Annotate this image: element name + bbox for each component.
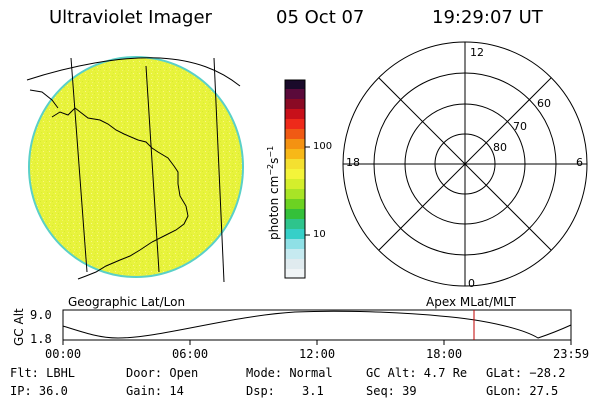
time-tick-1800: 18:00 — [426, 347, 463, 361]
altitude-min-label: 1.8 — [30, 332, 52, 346]
mode-status: Mode: Normal — [246, 366, 333, 380]
colorbar — [284, 79, 310, 279]
altitude-axis-label: GC Alt — [12, 308, 26, 346]
dsp-value: 3.1 — [302, 384, 324, 398]
colorbar-tick-10: 10 — [313, 229, 326, 240]
apex-label: Apex MLat/MLT — [426, 295, 516, 309]
mlat-70-label: 70 — [513, 120, 527, 133]
mlt-6-label: 6 — [576, 156, 583, 169]
geo-longitude-status: GLon: 27.5 — [486, 384, 559, 398]
time-tick-0000: 00:00 — [45, 347, 82, 361]
time-tick-1200: 12:00 — [299, 347, 336, 361]
coastline — [51, 107, 189, 280]
mlt-0-label: 0 — [468, 277, 475, 290]
geo-latitude-status: GLat: −28.2 — [486, 366, 566, 380]
gain-status: Gain: 14 — [126, 384, 184, 398]
geographic-label: Geographic Lat/Lon — [68, 295, 186, 309]
colorbar-unit-label: photon cm−2s−1 — [266, 145, 281, 240]
colorbar-tick-100: 100 — [313, 141, 333, 152]
door-status: Door: Open — [126, 366, 199, 380]
altitude-max-label: 9.0 — [30, 308, 52, 322]
mlat-80-label: 80 — [493, 141, 507, 154]
dsp-label: Dsp: — [246, 384, 275, 398]
uv-image-disk — [28, 56, 244, 278]
polar-plot — [342, 41, 588, 287]
app-title: Ultraviolet Imager — [49, 7, 212, 28]
time-tick-0600: 06:00 — [172, 347, 209, 361]
sequence-status: Seq: 39 — [366, 384, 417, 398]
mlt-18-label: 18 — [346, 156, 360, 169]
geographic-grid-lines — [26, 57, 241, 283]
filter-status: Flt: LBHL — [10, 366, 76, 380]
ip-status: IP: 36.0 — [10, 384, 68, 398]
time-tick-2359: 23:59 — [553, 347, 590, 361]
observation-date: 05 Oct 07 — [276, 7, 365, 28]
mlt-12-label: 12 — [470, 46, 484, 59]
mlat-60-label: 60 — [537, 97, 551, 110]
observation-time: 19:29:07 UT — [432, 7, 543, 28]
gc-altitude-status: GC Alt: 4.7 Re — [366, 366, 468, 380]
coastline-inland — [29, 89, 59, 109]
altitude-strip — [62, 309, 572, 345]
